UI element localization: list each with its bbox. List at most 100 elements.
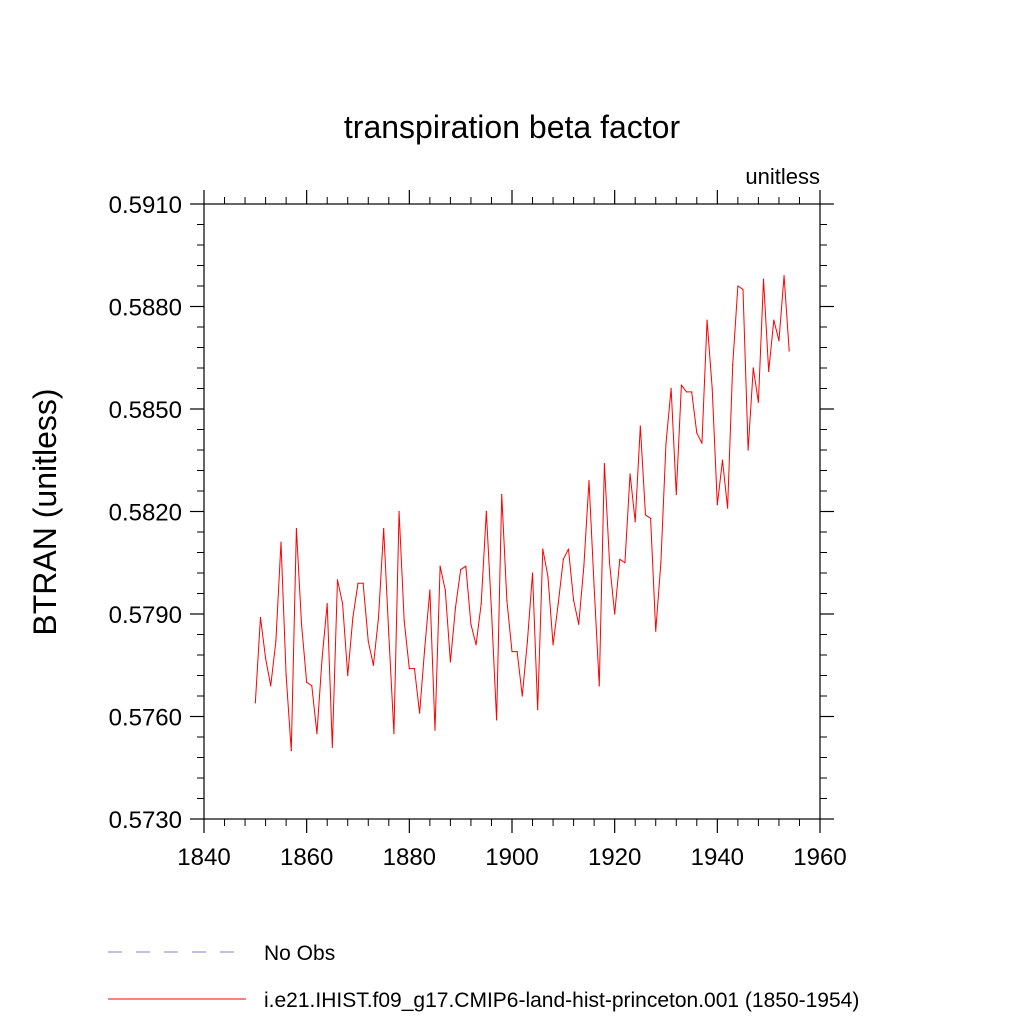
data-point (598, 685, 600, 687)
data-point (511, 650, 513, 653)
data-point (254, 702, 256, 704)
data-point (352, 616, 354, 619)
data-point (665, 442, 667, 444)
data-point (408, 668, 410, 670)
data-point (434, 729, 436, 731)
legend-label: i.e21.IHIST.f09_g17.CMIP6-land-hist-prin… (264, 989, 859, 1012)
x-tick-label: 1940 (691, 844, 744, 871)
y-axis-ticks: 0.5730 0.5760 0.5790 0.5820 0.5850 0.5880 0.59… (109, 192, 834, 834)
data-point (521, 695, 523, 697)
data-point (347, 674, 349, 677)
data-point (727, 507, 729, 509)
data-point (403, 620, 405, 622)
data-point (362, 582, 364, 584)
data-point (372, 664, 374, 666)
data-point (449, 661, 451, 663)
data-point (300, 623, 303, 625)
data-point (701, 442, 703, 444)
data-point (393, 732, 395, 735)
y-tick-label: 0.5880 (109, 295, 182, 322)
data-point (424, 647, 426, 649)
x-tick-label: 1840 (177, 844, 230, 871)
data-point (783, 275, 785, 277)
data-point (752, 367, 754, 369)
data-point (680, 384, 683, 386)
data-point (660, 562, 662, 564)
data-point (280, 541, 282, 543)
data-point (398, 510, 400, 513)
data-point (608, 562, 611, 564)
data-point (757, 401, 760, 403)
data-point (465, 565, 467, 567)
data-point (531, 572, 534, 574)
data-point (439, 565, 441, 567)
data-point (711, 387, 713, 390)
data-point (516, 650, 518, 653)
y-axis-label: BTRAN (unitless) (27, 388, 63, 635)
data-point (670, 387, 672, 390)
data-point (721, 459, 724, 461)
data-point (737, 285, 739, 287)
data-point (295, 527, 297, 530)
data-point (588, 480, 590, 482)
data-point (732, 363, 734, 366)
data-point (614, 613, 616, 615)
data-point (593, 586, 595, 588)
y-tick-label: 0.5760 (109, 705, 182, 732)
y-tick-label: 0.5910 (109, 192, 182, 219)
data-point (696, 432, 698, 434)
data-point (706, 319, 708, 321)
y-tick-label: 0.5820 (109, 500, 182, 527)
data-point (742, 288, 744, 291)
data-point (419, 712, 421, 714)
data-point (557, 603, 559, 605)
data-point (762, 278, 765, 280)
data-point (650, 517, 652, 519)
data-point (270, 685, 272, 687)
data-point (290, 750, 292, 752)
x-tick-label: 1900 (485, 844, 538, 871)
data-point (383, 527, 385, 530)
data-point (542, 548, 544, 550)
data-point (768, 370, 770, 373)
data-point (377, 616, 380, 619)
data-point (470, 623, 472, 625)
x-tick-label: 1880 (383, 844, 436, 871)
data-point (480, 603, 482, 605)
data-point (547, 575, 549, 578)
data-point (624, 562, 626, 564)
y-tick-label: 0.5730 (109, 807, 182, 834)
y-tick-label: 0.5850 (109, 397, 182, 424)
data-point (691, 391, 693, 393)
data-point (778, 340, 780, 342)
legend: No Obs i.e21.IHIST.f09_g17.CMIP6-land-his… (108, 942, 859, 1012)
data-point (634, 521, 636, 523)
x-axis-ticks: 1840 1860 1880 1900 1920 1940 1960 (177, 190, 847, 871)
data-point (388, 633, 390, 636)
units-label: unitless (745, 164, 820, 189)
data-point (552, 644, 554, 646)
data-point (331, 746, 333, 748)
data-point (644, 514, 647, 516)
data-point (603, 463, 606, 465)
data-point (326, 603, 328, 605)
data-point (485, 510, 487, 513)
data-point (747, 449, 749, 451)
data-point (501, 493, 503, 496)
y-tick-label: 0.5790 (109, 602, 182, 629)
x-tick-label: 1860 (280, 844, 333, 871)
data-point (788, 350, 790, 352)
data-point (275, 640, 277, 642)
data-point (444, 589, 446, 591)
data-point (578, 623, 580, 625)
data-point (265, 657, 267, 660)
chart-title: transpiration beta factor (344, 109, 681, 145)
data-point (506, 599, 508, 601)
plot-frame (203, 203, 821, 820)
data-point (321, 657, 323, 660)
data-point (537, 709, 539, 711)
x-tick-label: 1960 (793, 844, 846, 871)
data-point (685, 391, 688, 393)
data-point (259, 616, 262, 619)
